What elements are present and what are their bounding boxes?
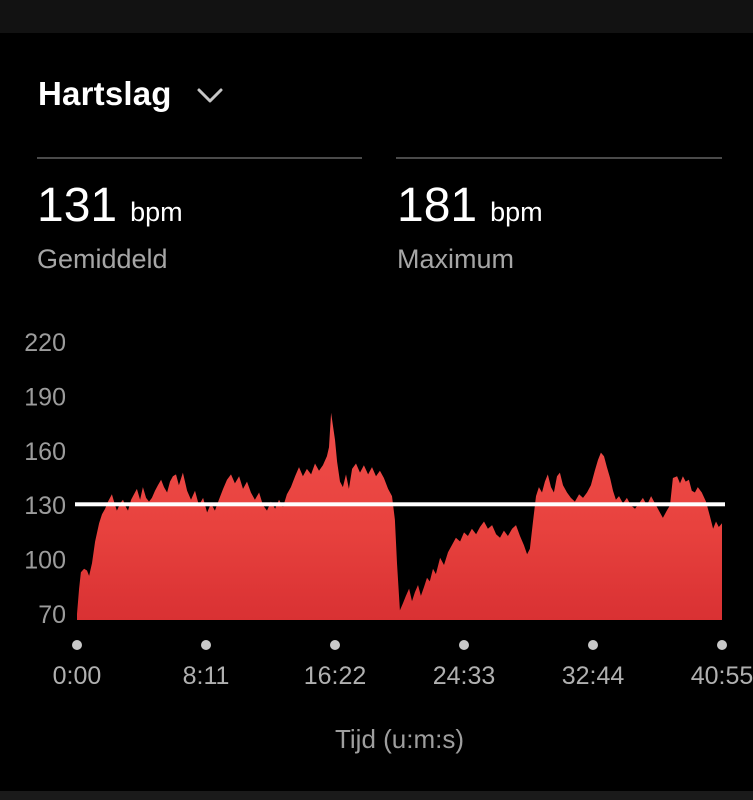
y-axis-tick-label: 220 bbox=[24, 329, 66, 357]
maximum-label: Maximum bbox=[397, 244, 515, 274]
bottom-bar bbox=[0, 791, 753, 800]
chevron-down-icon bbox=[197, 88, 223, 103]
average-value: 131 bbox=[37, 179, 118, 232]
top-bar bbox=[0, 0, 753, 33]
x-axis-tick-label: 24:33 bbox=[433, 662, 496, 690]
x-axis-tick-label: 8:11 bbox=[183, 662, 230, 690]
y-axis-tick-label: 160 bbox=[24, 438, 66, 466]
x-axis-tick-dot bbox=[717, 640, 727, 650]
y-axis-tick-label: 130 bbox=[24, 492, 66, 520]
stat-divider-right bbox=[396, 157, 722, 159]
x-axis-tick-label: 0:00 bbox=[53, 662, 102, 690]
y-axis-tick-label: 190 bbox=[24, 383, 66, 411]
maximum-value: 181 bbox=[397, 179, 478, 232]
page-title: Hartslag bbox=[38, 75, 172, 112]
heart-rate-area bbox=[77, 412, 722, 620]
x-axis-tick-label: 16:22 bbox=[304, 662, 367, 690]
stat-maximum: 181 bpm Maximum bbox=[397, 180, 543, 275]
x-axis-tick-dot bbox=[72, 640, 82, 650]
average-label: Gemiddeld bbox=[37, 244, 168, 274]
average-line bbox=[75, 502, 725, 507]
x-axis-tick-label: 40:55 bbox=[691, 662, 753, 690]
stat-divider-left bbox=[37, 157, 362, 159]
stat-average: 131 bpm Gemiddeld bbox=[37, 180, 183, 275]
average-unit: bpm bbox=[130, 197, 183, 227]
heart-rate-chart[interactable]: 220 190 160 130 100 70 0:00 8:11 16:22 24:33 32:44… bbox=[0, 320, 753, 760]
y-axis-tick-label: 70 bbox=[38, 601, 66, 629]
x-axis-tick-dot bbox=[201, 640, 211, 650]
maximum-unit: bpm bbox=[490, 197, 543, 227]
x-axis-tick-dot bbox=[330, 640, 340, 650]
x-axis-tick-dot bbox=[588, 640, 598, 650]
metric-selector-dropdown[interactable]: Hartslag bbox=[38, 74, 224, 114]
x-axis-tick-label: 32:44 bbox=[562, 662, 625, 690]
y-axis-tick-label: 100 bbox=[24, 547, 66, 575]
x-axis-title: Tijd (u:m:s) bbox=[335, 724, 464, 754]
x-axis-tick-dot bbox=[459, 640, 469, 650]
